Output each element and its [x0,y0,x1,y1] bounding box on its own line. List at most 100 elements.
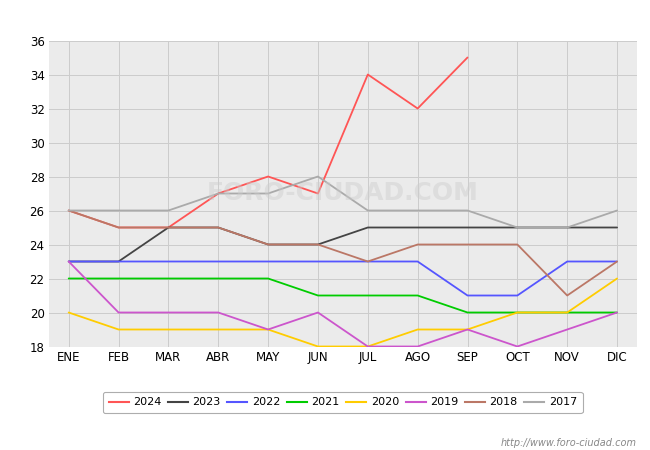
2017 [264,191,272,196]
2017 [613,208,621,213]
2021 [214,276,222,281]
2022 [65,259,73,264]
2022 [264,259,272,264]
2018 [214,225,222,230]
2017 [214,191,222,196]
Line: 2019: 2019 [69,261,617,346]
2021 [414,293,422,298]
2019 [463,327,471,332]
2022 [463,293,471,298]
2022 [164,259,172,264]
2018 [414,242,422,247]
Line: 2023: 2023 [69,228,617,261]
2023 [214,225,222,230]
Line: 2017: 2017 [69,176,617,228]
2020 [414,327,422,332]
Line: 2020: 2020 [69,279,617,346]
2023 [414,225,422,230]
2020 [463,327,471,332]
2017 [364,208,372,213]
2017 [514,225,521,230]
2024 [414,106,422,111]
2019 [164,310,172,315]
2019 [214,310,222,315]
2023 [164,225,172,230]
2018 [314,242,322,247]
2018 [613,259,621,264]
2019 [114,310,122,315]
2020 [65,310,73,315]
2021 [514,310,521,315]
2022 [314,259,322,264]
2019 [65,259,73,264]
2020 [564,310,571,315]
2023 [264,242,272,247]
2023 [514,225,521,230]
2019 [514,344,521,349]
2021 [164,276,172,281]
2022 [514,293,521,298]
Line: 2024: 2024 [69,58,467,228]
2017 [314,174,322,179]
2018 [65,208,73,213]
2019 [564,327,571,332]
2024 [214,191,222,196]
2017 [164,208,172,213]
2023 [564,225,571,230]
2024 [65,208,73,213]
2022 [613,259,621,264]
2020 [214,327,222,332]
2021 [613,310,621,315]
Text: http://www.foro-ciudad.com: http://www.foro-ciudad.com [501,438,637,448]
2019 [414,344,422,349]
2017 [414,208,422,213]
2021 [114,276,122,281]
2024 [364,72,372,77]
2023 [314,242,322,247]
2017 [463,208,471,213]
2023 [463,225,471,230]
2021 [314,293,322,298]
2021 [264,276,272,281]
2023 [364,225,372,230]
2021 [564,310,571,315]
2020 [114,327,122,332]
2023 [114,259,122,264]
2019 [613,310,621,315]
2022 [114,259,122,264]
2022 [214,259,222,264]
2024 [114,225,122,230]
Legend: 2024, 2023, 2022, 2021, 2020, 2019, 2018, 2017: 2024, 2023, 2022, 2021, 2020, 2019, 2018… [103,392,582,413]
2018 [463,242,471,247]
2018 [264,242,272,247]
2020 [514,310,521,315]
Text: Afiliados en Gaintza a 30/9/2024: Afiliados en Gaintza a 30/9/2024 [190,10,460,28]
2021 [65,276,73,281]
2020 [364,344,372,349]
2019 [264,327,272,332]
2017 [65,208,73,213]
2022 [364,259,372,264]
2020 [314,344,322,349]
2018 [114,225,122,230]
2020 [264,327,272,332]
2021 [463,310,471,315]
2022 [414,259,422,264]
Text: FORO-CIUDAD.COM: FORO-CIUDAD.COM [207,181,479,206]
2020 [164,327,172,332]
Line: 2018: 2018 [69,211,617,296]
2024 [264,174,272,179]
2023 [65,259,73,264]
2018 [364,259,372,264]
2018 [564,293,571,298]
2020 [613,276,621,281]
2017 [114,208,122,213]
Line: 2022: 2022 [69,261,617,296]
2019 [314,310,322,315]
2018 [514,242,521,247]
2018 [164,225,172,230]
2022 [564,259,571,264]
2019 [364,344,372,349]
2023 [613,225,621,230]
Line: 2021: 2021 [69,279,617,312]
